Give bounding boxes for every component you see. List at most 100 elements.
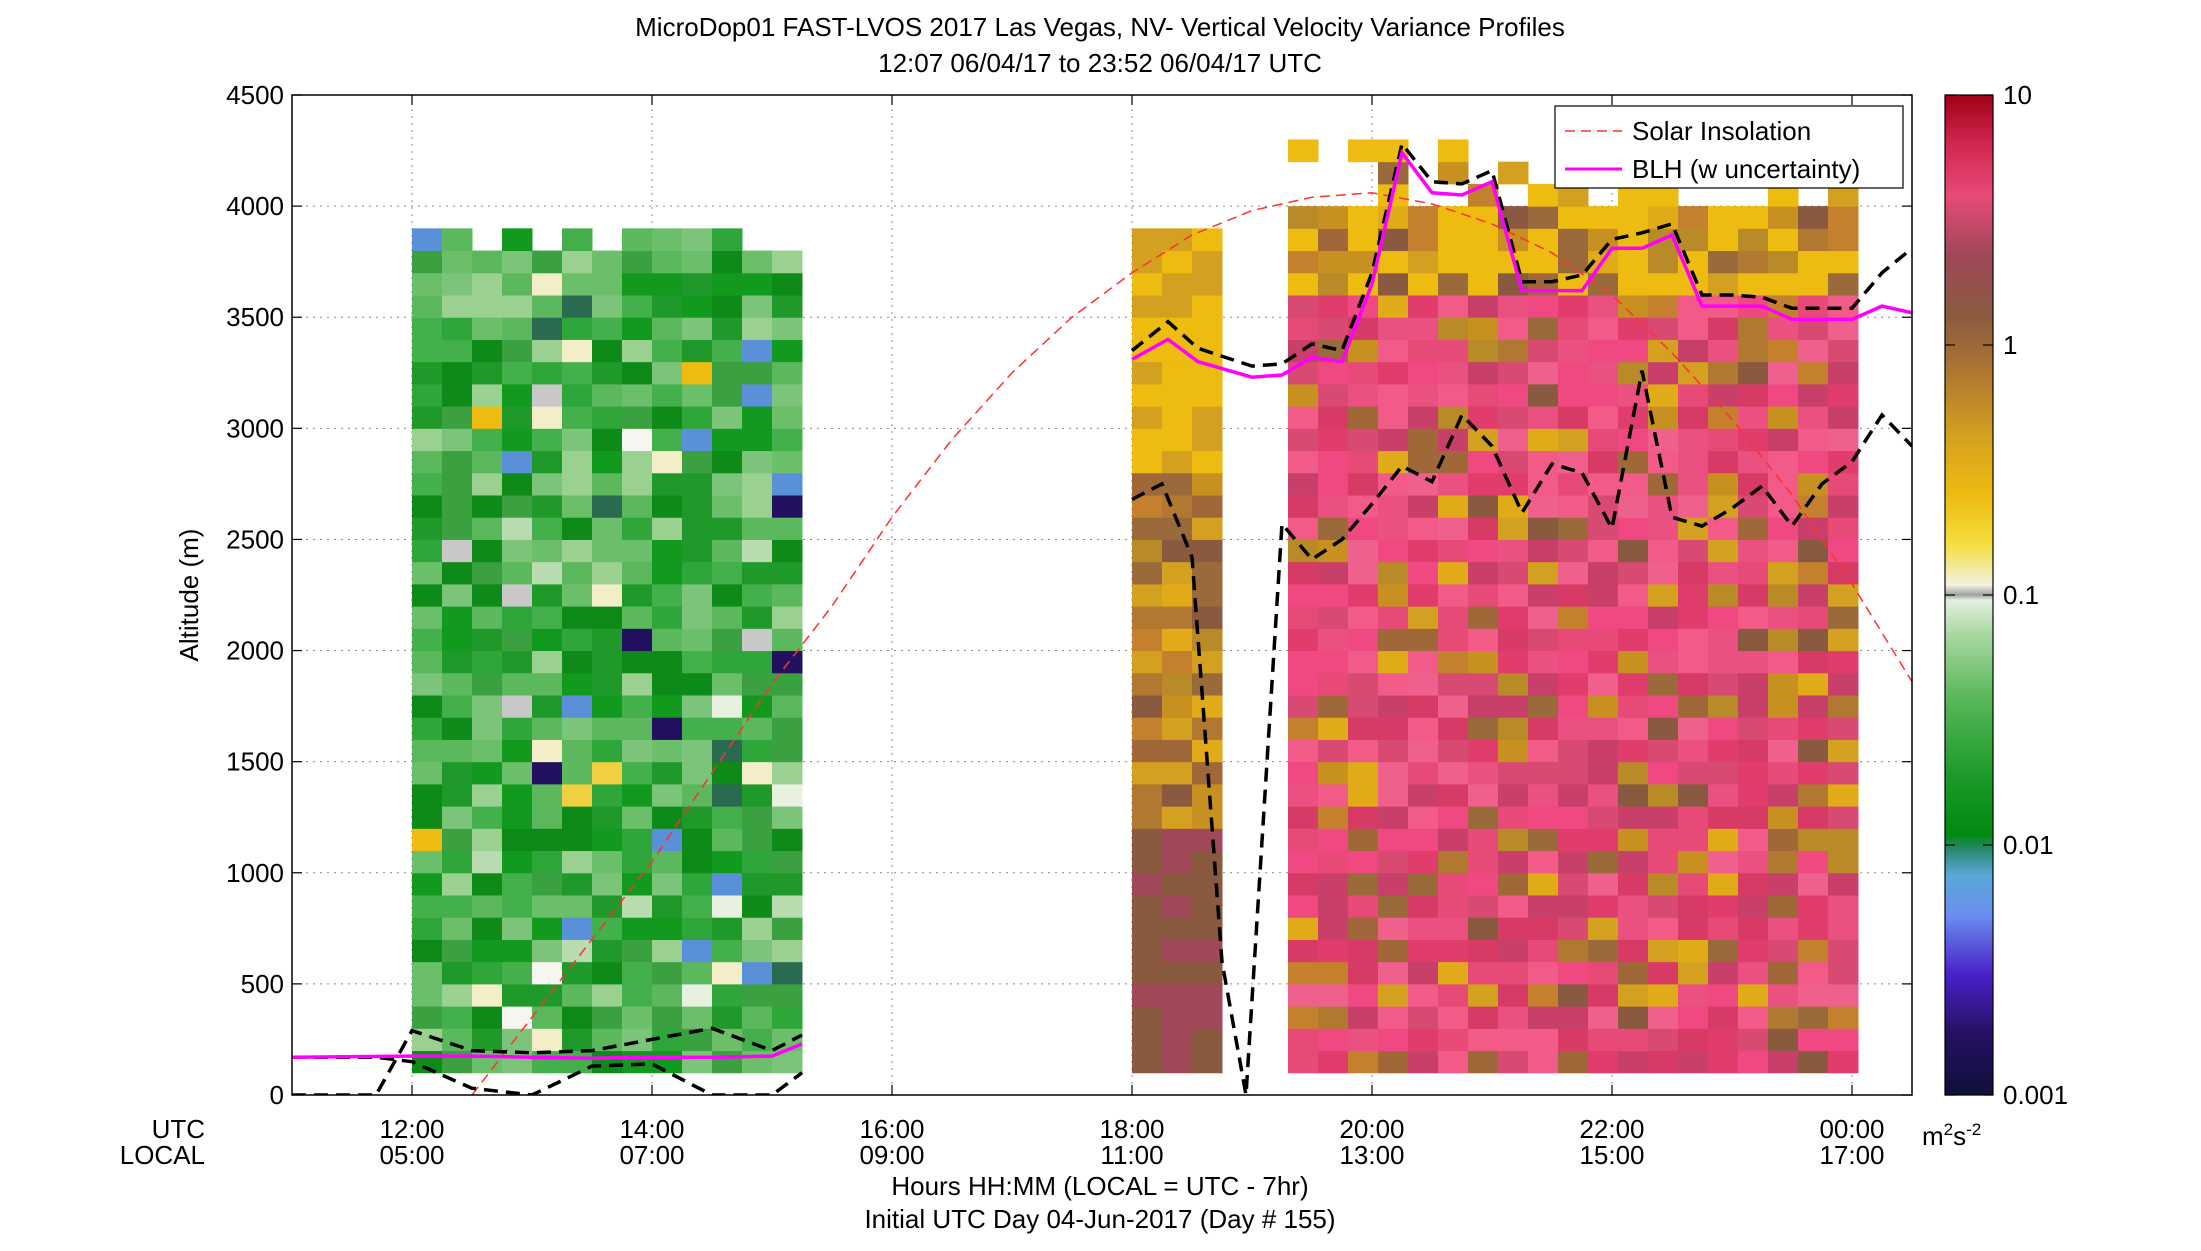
heatmap-cell xyxy=(1798,828,1829,852)
heatmap-cell xyxy=(1408,361,1439,385)
heatmap-cell xyxy=(1648,917,1679,940)
heatmap-cell xyxy=(1648,206,1679,229)
heatmap-cell xyxy=(682,739,713,763)
heatmap-cell xyxy=(1468,650,1499,674)
heatmap-cell xyxy=(1828,695,1859,718)
heatmap-cell xyxy=(1288,250,1319,274)
heatmap-cell xyxy=(1192,650,1223,674)
heatmap-cell xyxy=(1318,717,1349,740)
heatmap-cell xyxy=(1678,872,1709,896)
heatmap-cell xyxy=(652,295,683,318)
heatmap-cell xyxy=(1648,406,1679,429)
heatmap-cell xyxy=(1132,761,1163,785)
heatmap-cell xyxy=(1618,672,1649,696)
heatmap-cell xyxy=(772,739,803,763)
heatmap-cell xyxy=(1408,850,1439,874)
heatmap-cell xyxy=(1648,650,1679,674)
heatmap-cell xyxy=(712,1028,743,1052)
heatmap-cell xyxy=(1378,606,1409,629)
heatmap-cell xyxy=(1318,428,1349,452)
heatmap-cell xyxy=(1162,961,1193,985)
heatmap-cell xyxy=(1408,606,1439,629)
heatmap-cell xyxy=(472,806,503,829)
heatmap-cell xyxy=(1348,739,1379,763)
heatmap-cell xyxy=(1528,450,1559,474)
heatmap-cell xyxy=(712,561,743,585)
heatmap-cell xyxy=(622,272,653,296)
heatmap-cell xyxy=(1318,228,1349,252)
heatmap-cell xyxy=(1408,983,1439,1007)
heatmap-cell xyxy=(1558,539,1589,563)
heatmap-cell xyxy=(1738,850,1769,874)
heatmap-cell xyxy=(1132,872,1163,896)
heatmap-cell xyxy=(1192,872,1223,896)
heatmap-cell xyxy=(622,628,653,652)
heatmap-cell xyxy=(1318,806,1349,829)
heatmap-cell xyxy=(1468,783,1499,807)
heatmap-cell xyxy=(1132,228,1163,252)
heatmap-cell xyxy=(622,428,653,452)
heatmap-cell xyxy=(652,606,683,629)
colorbar-unit-sup1: 2 xyxy=(1944,1120,1953,1139)
heatmap-cell xyxy=(1738,872,1769,896)
heatmap-cell xyxy=(1408,872,1439,896)
heatmap-cell xyxy=(1708,450,1739,474)
chart-title: MicroDop01 FAST-LVOS 2017 Las Vegas, NV-… xyxy=(635,12,1565,42)
heatmap-cell xyxy=(622,850,653,874)
heatmap-cell xyxy=(592,495,623,518)
x-tick-label-utc: 18:00 xyxy=(1099,1114,1164,1144)
heatmap-cell xyxy=(1528,339,1559,363)
heatmap-cell xyxy=(1528,383,1559,407)
heatmap-cell xyxy=(1408,450,1439,474)
heatmap-cell xyxy=(592,695,623,718)
heatmap-cell xyxy=(502,583,533,607)
heatmap-cell xyxy=(1678,983,1709,1007)
heatmap-cell xyxy=(1498,517,1529,540)
heatmap-cell xyxy=(1738,983,1769,1007)
heatmap-cell xyxy=(652,561,683,585)
heatmap-cell xyxy=(1708,695,1739,718)
heatmap-cell xyxy=(1678,561,1709,585)
heatmap-cell xyxy=(1558,650,1589,674)
heatmap-cell xyxy=(772,428,803,452)
heatmap-cell xyxy=(1348,495,1379,518)
heatmap-cell xyxy=(1408,495,1439,518)
heatmap-cell xyxy=(1192,1050,1223,1074)
heatmap-cell xyxy=(1498,895,1529,918)
heatmap-cell xyxy=(412,583,443,607)
heatmap-cell xyxy=(592,628,623,652)
heatmap-cell xyxy=(1768,361,1799,385)
heatmap-cell xyxy=(1162,539,1193,563)
heatmap-cell xyxy=(1438,406,1469,429)
heatmap-cell xyxy=(1132,450,1163,474)
heatmap-cell xyxy=(1648,183,1679,207)
heatmap-cell xyxy=(1408,739,1439,763)
heatmap-cell xyxy=(1768,250,1799,274)
heatmap-cell xyxy=(1708,383,1739,407)
heatmap-cell xyxy=(1648,628,1679,652)
heatmap-cell xyxy=(412,383,443,407)
heatmap-cell xyxy=(1318,917,1349,940)
heatmap-cell xyxy=(1828,739,1859,763)
heatmap-cell xyxy=(1768,872,1799,896)
heatmap-cell xyxy=(1528,939,1559,963)
heatmap-cell xyxy=(532,939,563,963)
heatmap-cell xyxy=(412,717,443,740)
heatmap-cell xyxy=(1162,761,1193,785)
heatmap-cell xyxy=(472,717,503,740)
heatmap-cell xyxy=(472,672,503,696)
heatmap-cell xyxy=(442,428,473,452)
heatmap-cell xyxy=(1438,961,1469,985)
heatmap-cell xyxy=(682,672,713,696)
y-tick-label: 4000 xyxy=(226,191,284,221)
heatmap-cell xyxy=(502,961,533,985)
heatmap-cell xyxy=(1408,472,1439,496)
heatmap-cell xyxy=(472,406,503,429)
heatmap-cell xyxy=(592,339,623,363)
heatmap-cell xyxy=(1558,1028,1589,1052)
heatmap-cell xyxy=(772,939,803,963)
heatmap-cell xyxy=(682,939,713,963)
heatmap-cell xyxy=(1192,1028,1223,1052)
heatmap-cell xyxy=(1378,650,1409,674)
heatmap-cell xyxy=(1528,228,1559,252)
